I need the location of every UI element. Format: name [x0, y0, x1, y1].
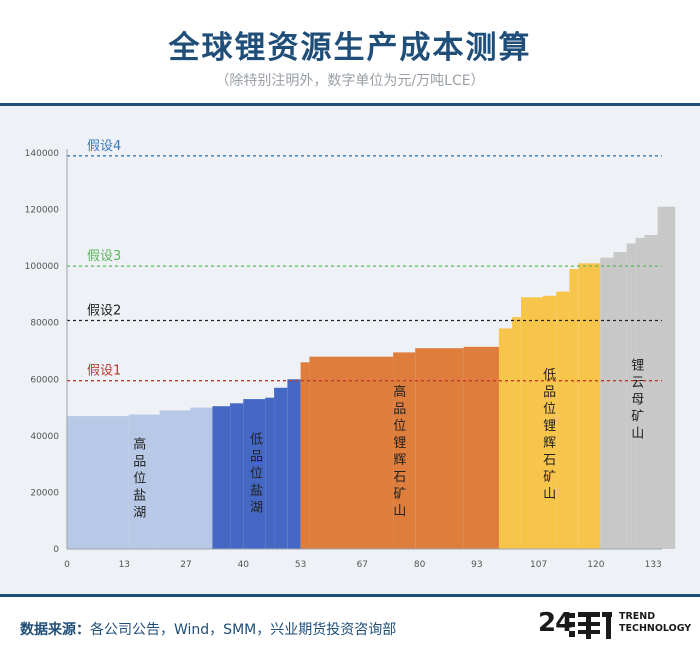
y-tick-label: 20000	[30, 488, 59, 498]
x-tick-label: 53	[295, 560, 306, 570]
page-subtitle: （除特别注明外，数字单位为元/万吨LCE）	[215, 73, 485, 89]
logo-number: 24	[538, 608, 573, 638]
x-tick-label: 133	[645, 560, 662, 570]
cost-bar	[512, 317, 521, 549]
chart-panel: 高品位盐湖 低品位盐湖 高品位锂辉石矿山 低品位锂辉石矿山 锂云母矿山 假设1 假设2 假设3…	[0, 106, 700, 594]
x-tick-label: 27	[180, 560, 191, 570]
cost-bar	[67, 416, 129, 549]
source-label: 数据来源：	[20, 622, 90, 638]
scenario-label: 假设3	[87, 249, 121, 264]
cost-bar	[212, 406, 230, 549]
y-tick-label: 0	[53, 545, 59, 555]
cost-bar	[556, 291, 570, 549]
y-tick-label: 80000	[30, 319, 59, 329]
cost-curve-chart: 高品位盐湖 低品位盐湖 高品位锂辉石矿山 低品位锂辉石矿山 锂云母矿山 假设1 假设2 假设3…	[25, 139, 676, 570]
y-tick-label: 60000	[30, 375, 59, 385]
cost-bar	[287, 379, 301, 549]
y-tick-label: 140000	[25, 149, 60, 159]
top-divider	[0, 103, 700, 106]
cost-bar	[415, 348, 464, 549]
logo-wordmark: TREND TECHNOLOGY	[619, 611, 691, 635]
cost-bar	[644, 235, 658, 549]
x-tick-label: 120	[587, 560, 604, 570]
group-label: 高品位锂辉石矿山	[393, 384, 406, 519]
cost-bar	[657, 206, 676, 549]
cost-bar	[128, 414, 160, 549]
group-label: 低品位锂辉石矿山	[543, 368, 556, 502]
cost-bar	[159, 410, 191, 549]
cost-bar	[521, 297, 543, 549]
cost-bar	[243, 399, 266, 549]
cost-bar	[393, 352, 416, 549]
logo-mark-icon	[569, 612, 612, 639]
cost-bar	[600, 257, 614, 549]
scenario-label: 假设4	[87, 139, 121, 154]
scenario-label: 假设1	[87, 364, 121, 379]
y-tick-label: 40000	[30, 432, 59, 442]
cost-bar	[543, 295, 557, 549]
logo-line2: TECHNOLOGY	[619, 623, 692, 634]
cost-bar	[578, 263, 601, 549]
cost-bar	[613, 252, 627, 549]
x-tick-label: 80	[414, 560, 426, 570]
logo-line1: TREND	[619, 611, 656, 622]
x-tick-label: 40	[238, 560, 250, 570]
cost-bar	[265, 397, 275, 549]
cost-bar	[498, 328, 513, 549]
cost-bar	[190, 407, 213, 549]
group-label: 锂云母矿山	[631, 358, 644, 441]
page-title: 全球锂资源生产成本测算	[168, 30, 532, 66]
cost-bar	[274, 387, 288, 549]
source-note: 数据来源：各公司公告，Wind，SMM，兴业期货投资咨询部	[20, 619, 396, 639]
x-tick-label: 93	[471, 560, 482, 570]
x-tick-label: 13	[119, 560, 130, 570]
group-label: 高品位盐湖	[133, 437, 146, 521]
cost-bar	[309, 356, 394, 549]
x-tick-label: 0	[64, 560, 70, 570]
bottom-divider	[0, 594, 700, 597]
source-text: 各公司公告，Wind，SMM，兴业期货投资咨询部	[90, 622, 397, 638]
x-tick-label: 107	[530, 560, 547, 570]
cost-bar	[300, 362, 310, 549]
cost-bar	[463, 346, 499, 549]
brand-logo: 24 TREND TECHNOLOGY	[538, 608, 691, 644]
y-tick-label: 120000	[25, 206, 60, 216]
group-label: 低品位盐湖	[250, 433, 263, 516]
cost-bar	[635, 237, 645, 549]
cost-bar	[230, 403, 244, 549]
scenario-label: 假设2	[87, 304, 121, 319]
y-tick-label: 100000	[25, 262, 60, 272]
cost-bar	[569, 269, 579, 549]
x-tick-label: 67	[357, 560, 368, 570]
cost-bar	[626, 243, 636, 549]
